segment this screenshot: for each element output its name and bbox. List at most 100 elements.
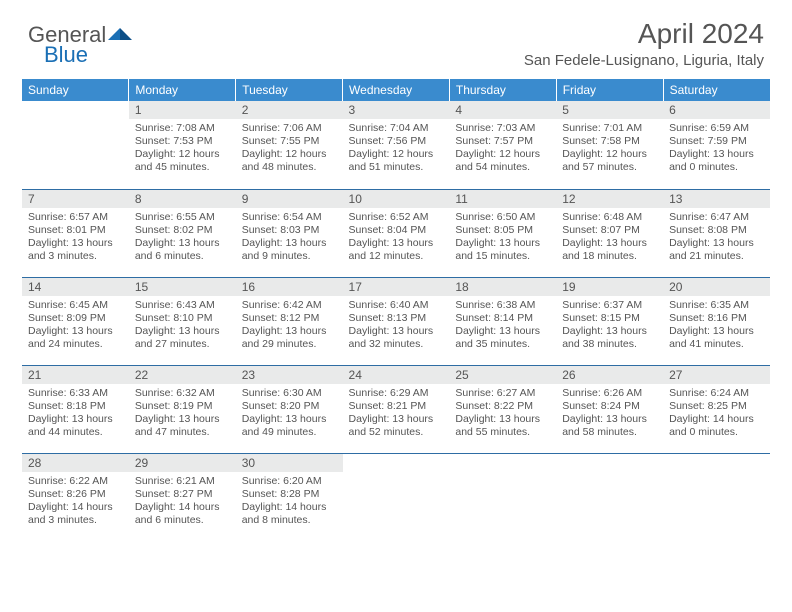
day-number: 17 xyxy=(343,278,450,296)
day-details: Sunrise: 6:50 AMSunset: 8:05 PMDaylight:… xyxy=(449,208,556,268)
weekday-header: Wednesday xyxy=(343,79,450,101)
day-number: 20 xyxy=(663,278,770,296)
calendar-cell: 29Sunrise: 6:21 AMSunset: 8:27 PMDayligh… xyxy=(129,453,236,541)
day-number: 25 xyxy=(449,366,556,384)
day-details: Sunrise: 6:52 AMSunset: 8:04 PMDaylight:… xyxy=(343,208,450,268)
day-details: Sunrise: 6:40 AMSunset: 8:13 PMDaylight:… xyxy=(343,296,450,356)
day-number: 5 xyxy=(556,101,663,119)
calendar-cell: 15Sunrise: 6:43 AMSunset: 8:10 PMDayligh… xyxy=(129,277,236,365)
day-number: 8 xyxy=(129,190,236,208)
logo-word2: Blue xyxy=(44,42,88,68)
calendar-cell: 10Sunrise: 6:52 AMSunset: 8:04 PMDayligh… xyxy=(343,189,450,277)
weekday-header: Tuesday xyxy=(236,79,343,101)
day-details: Sunrise: 6:33 AMSunset: 8:18 PMDaylight:… xyxy=(22,384,129,444)
weekday-header: Monday xyxy=(129,79,236,101)
day-details: Sunrise: 6:43 AMSunset: 8:10 PMDaylight:… xyxy=(129,296,236,356)
day-details: Sunrise: 6:29 AMSunset: 8:21 PMDaylight:… xyxy=(343,384,450,444)
day-details: Sunrise: 7:04 AMSunset: 7:56 PMDaylight:… xyxy=(343,119,450,179)
calendar-row: 1Sunrise: 7:08 AMSunset: 7:53 PMDaylight… xyxy=(22,101,770,189)
calendar-cell: 16Sunrise: 6:42 AMSunset: 8:12 PMDayligh… xyxy=(236,277,343,365)
day-number: 14 xyxy=(22,278,129,296)
weekday-header: Sunday xyxy=(22,79,129,101)
calendar-cell: 1Sunrise: 7:08 AMSunset: 7:53 PMDaylight… xyxy=(129,101,236,189)
day-details: Sunrise: 6:54 AMSunset: 8:03 PMDaylight:… xyxy=(236,208,343,268)
calendar-cell: 28Sunrise: 6:22 AMSunset: 8:26 PMDayligh… xyxy=(22,453,129,541)
day-details: Sunrise: 7:03 AMSunset: 7:57 PMDaylight:… xyxy=(449,119,556,179)
calendar-cell: 24Sunrise: 6:29 AMSunset: 8:21 PMDayligh… xyxy=(343,365,450,453)
calendar-cell xyxy=(556,453,663,541)
weekday-header: Thursday xyxy=(449,79,556,101)
day-number: 2 xyxy=(236,101,343,119)
day-details: Sunrise: 6:26 AMSunset: 8:24 PMDaylight:… xyxy=(556,384,663,444)
calendar-cell: 7Sunrise: 6:57 AMSunset: 8:01 PMDaylight… xyxy=(22,189,129,277)
calendar-cell: 17Sunrise: 6:40 AMSunset: 8:13 PMDayligh… xyxy=(343,277,450,365)
day-details: Sunrise: 6:48 AMSunset: 8:07 PMDaylight:… xyxy=(556,208,663,268)
day-details: Sunrise: 6:47 AMSunset: 8:08 PMDaylight:… xyxy=(663,208,770,268)
day-details: Sunrise: 6:42 AMSunset: 8:12 PMDaylight:… xyxy=(236,296,343,356)
day-number: 9 xyxy=(236,190,343,208)
page-subtitle: San Fedele-Lusignano, Liguria, Italy xyxy=(22,52,764,69)
logo-icon xyxy=(108,22,134,48)
calendar-row: 14Sunrise: 6:45 AMSunset: 8:09 PMDayligh… xyxy=(22,277,770,365)
day-details: Sunrise: 7:08 AMSunset: 7:53 PMDaylight:… xyxy=(129,119,236,179)
day-number: 12 xyxy=(556,190,663,208)
calendar-cell: 6Sunrise: 6:59 AMSunset: 7:59 PMDaylight… xyxy=(663,101,770,189)
day-number: 16 xyxy=(236,278,343,296)
day-number: 18 xyxy=(449,278,556,296)
day-details: Sunrise: 6:45 AMSunset: 8:09 PMDaylight:… xyxy=(22,296,129,356)
calendar-cell: 20Sunrise: 6:35 AMSunset: 8:16 PMDayligh… xyxy=(663,277,770,365)
calendar-cell: 26Sunrise: 6:26 AMSunset: 8:24 PMDayligh… xyxy=(556,365,663,453)
day-number: 13 xyxy=(663,190,770,208)
day-number: 27 xyxy=(663,366,770,384)
day-number: 6 xyxy=(663,101,770,119)
calendar-row: 21Sunrise: 6:33 AMSunset: 8:18 PMDayligh… xyxy=(22,365,770,453)
day-details: Sunrise: 7:06 AMSunset: 7:55 PMDaylight:… xyxy=(236,119,343,179)
calendar-cell: 5Sunrise: 7:01 AMSunset: 7:58 PMDaylight… xyxy=(556,101,663,189)
day-number: 15 xyxy=(129,278,236,296)
day-number: 29 xyxy=(129,454,236,472)
calendar-cell: 13Sunrise: 6:47 AMSunset: 8:08 PMDayligh… xyxy=(663,189,770,277)
calendar-row: 7Sunrise: 6:57 AMSunset: 8:01 PMDaylight… xyxy=(22,189,770,277)
day-number: 7 xyxy=(22,190,129,208)
day-details: Sunrise: 6:37 AMSunset: 8:15 PMDaylight:… xyxy=(556,296,663,356)
calendar-cell: 2Sunrise: 7:06 AMSunset: 7:55 PMDaylight… xyxy=(236,101,343,189)
day-number: 23 xyxy=(236,366,343,384)
calendar-cell: 8Sunrise: 6:55 AMSunset: 8:02 PMDaylight… xyxy=(129,189,236,277)
day-number: 10 xyxy=(343,190,450,208)
calendar-cell: 23Sunrise: 6:30 AMSunset: 8:20 PMDayligh… xyxy=(236,365,343,453)
calendar-cell: 21Sunrise: 6:33 AMSunset: 8:18 PMDayligh… xyxy=(22,365,129,453)
calendar-row: 28Sunrise: 6:22 AMSunset: 8:26 PMDayligh… xyxy=(22,453,770,541)
calendar-cell: 25Sunrise: 6:27 AMSunset: 8:22 PMDayligh… xyxy=(449,365,556,453)
weekday-header-row: Sunday Monday Tuesday Wednesday Thursday… xyxy=(22,79,770,101)
day-number: 3 xyxy=(343,101,450,119)
calendar-cell: 30Sunrise: 6:20 AMSunset: 8:28 PMDayligh… xyxy=(236,453,343,541)
calendar-cell xyxy=(663,453,770,541)
day-details: Sunrise: 6:27 AMSunset: 8:22 PMDaylight:… xyxy=(449,384,556,444)
calendar-cell: 22Sunrise: 6:32 AMSunset: 8:19 PMDayligh… xyxy=(129,365,236,453)
calendar-cell: 3Sunrise: 7:04 AMSunset: 7:56 PMDaylight… xyxy=(343,101,450,189)
day-number: 22 xyxy=(129,366,236,384)
calendar-cell: 4Sunrise: 7:03 AMSunset: 7:57 PMDaylight… xyxy=(449,101,556,189)
calendar-cell: 19Sunrise: 6:37 AMSunset: 8:15 PMDayligh… xyxy=(556,277,663,365)
calendar-cell: 9Sunrise: 6:54 AMSunset: 8:03 PMDaylight… xyxy=(236,189,343,277)
day-details: Sunrise: 6:22 AMSunset: 8:26 PMDaylight:… xyxy=(22,472,129,532)
calendar-cell xyxy=(343,453,450,541)
day-number: 24 xyxy=(343,366,450,384)
day-number: 19 xyxy=(556,278,663,296)
calendar-cell: 12Sunrise: 6:48 AMSunset: 8:07 PMDayligh… xyxy=(556,189,663,277)
day-number: 11 xyxy=(449,190,556,208)
day-number: 28 xyxy=(22,454,129,472)
day-number: 21 xyxy=(22,366,129,384)
calendar-cell: 14Sunrise: 6:45 AMSunset: 8:09 PMDayligh… xyxy=(22,277,129,365)
calendar-table: Sunday Monday Tuesday Wednesday Thursday… xyxy=(22,79,770,541)
day-details: Sunrise: 6:20 AMSunset: 8:28 PMDaylight:… xyxy=(236,472,343,532)
day-details: Sunrise: 6:55 AMSunset: 8:02 PMDaylight:… xyxy=(129,208,236,268)
weekday-header: Friday xyxy=(556,79,663,101)
day-details: Sunrise: 7:01 AMSunset: 7:58 PMDaylight:… xyxy=(556,119,663,179)
calendar-cell: 11Sunrise: 6:50 AMSunset: 8:05 PMDayligh… xyxy=(449,189,556,277)
calendar-cell xyxy=(22,101,129,189)
day-details: Sunrise: 6:59 AMSunset: 7:59 PMDaylight:… xyxy=(663,119,770,179)
calendar-cell: 18Sunrise: 6:38 AMSunset: 8:14 PMDayligh… xyxy=(449,277,556,365)
day-details: Sunrise: 6:35 AMSunset: 8:16 PMDaylight:… xyxy=(663,296,770,356)
day-details: Sunrise: 6:57 AMSunset: 8:01 PMDaylight:… xyxy=(22,208,129,268)
